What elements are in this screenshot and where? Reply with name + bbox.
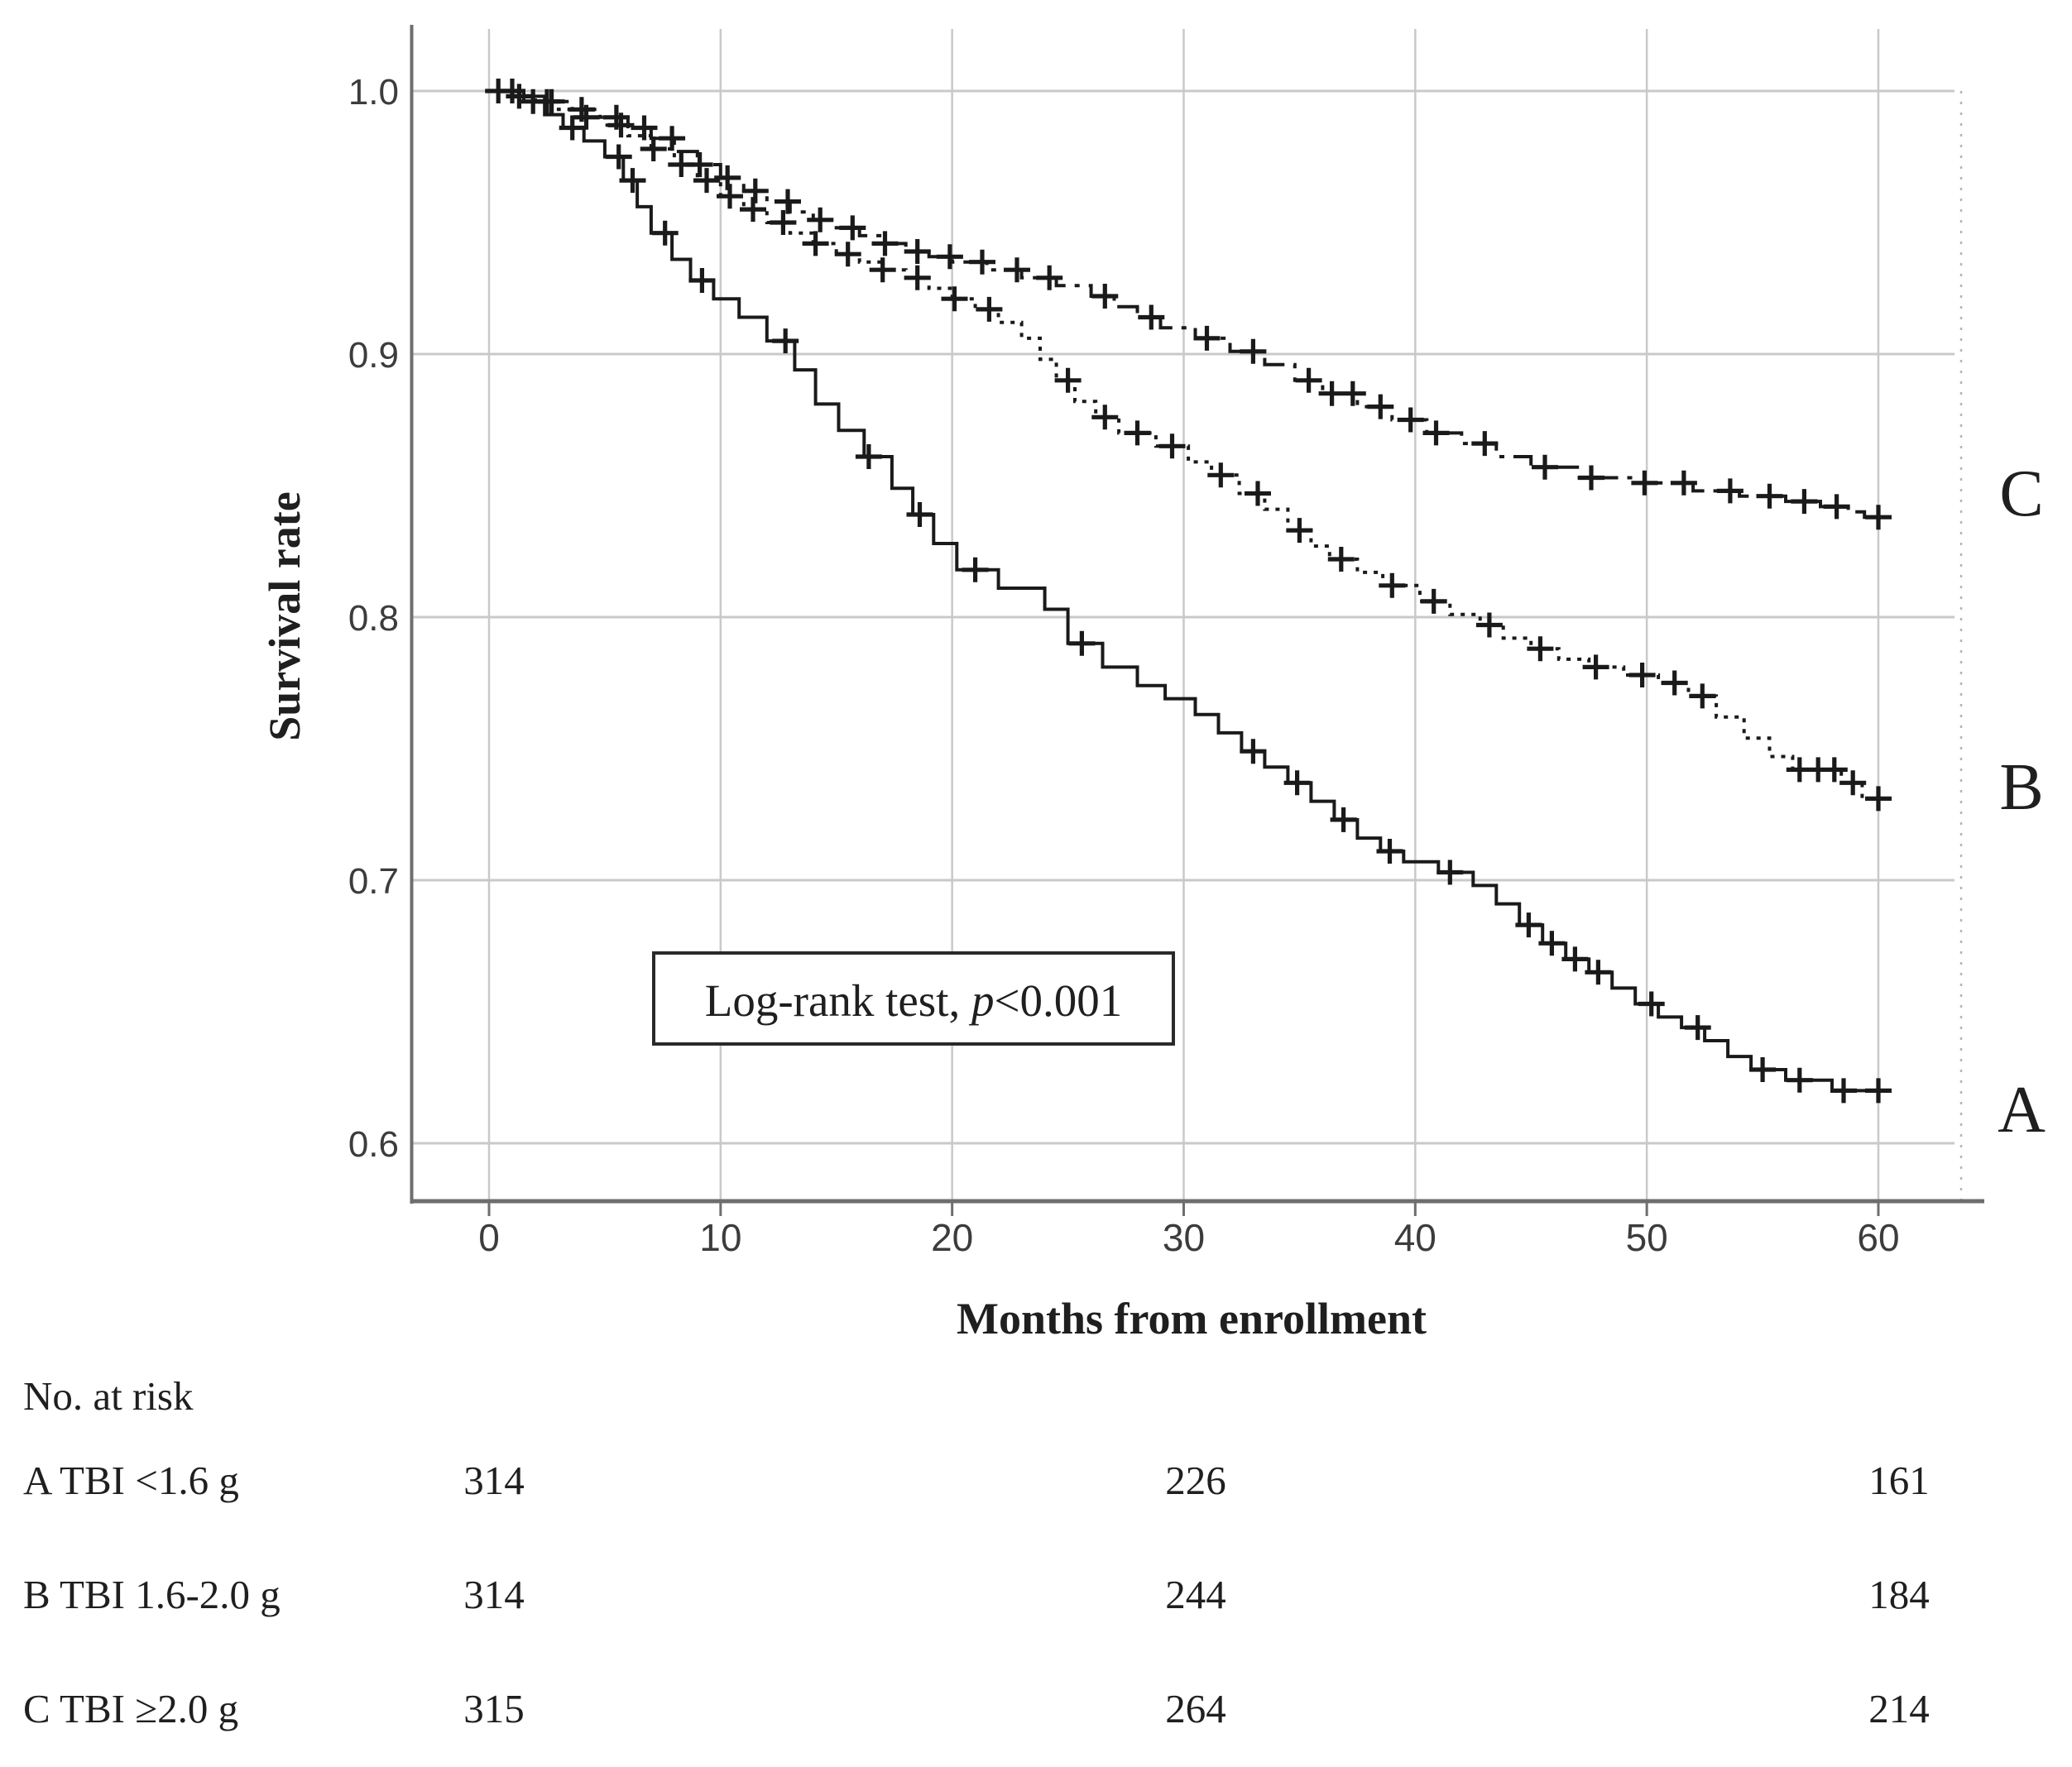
y-tick-label: 0.7 <box>348 861 399 902</box>
risk-table: No. at risk A TBI <1.6 g 314 226 161 B T… <box>23 1373 1930 1731</box>
survival-curve-c <box>489 89 1878 520</box>
risk-row-label: B TBI 1.6-2.0 g <box>23 1572 281 1617</box>
risk-row-label: C TBI ≥2.0 g <box>23 1686 238 1731</box>
y-tick-label: 0.9 <box>348 335 399 376</box>
risk-row-label: A TBI <1.6 g <box>23 1458 239 1503</box>
risk-value: 314 <box>463 1572 525 1617</box>
risk-table-title: No. at risk <box>23 1373 194 1419</box>
x-tick-label: 0 <box>478 1216 500 1259</box>
x-tick-label: 10 <box>699 1216 741 1259</box>
risk-value: 161 <box>1868 1458 1930 1503</box>
y-tick-label: 0.8 <box>348 598 399 639</box>
survival-curve-a <box>489 89 1878 1093</box>
logrank-annotation: Log-rank test, p<0.001 <box>652 951 1175 1046</box>
censor-marks-a <box>485 79 1892 1104</box>
x-tick-label: 40 <box>1394 1216 1436 1259</box>
x-axis-title: Months from enrollment <box>957 1294 1427 1343</box>
logrank-annotation-box <box>652 951 1175 1046</box>
risk-value: 214 <box>1868 1686 1930 1731</box>
y-tick-label: 1.0 <box>348 72 399 113</box>
risk-table-row-b: B TBI 1.6-2.0 g 314 244 184 <box>23 1572 1930 1617</box>
y-tick-label: 0.6 <box>348 1124 399 1165</box>
grid-layer <box>413 29 1963 1201</box>
tick-label-layer: 0 10 20 30 40 50 60 1.0 0.9 0.8 0.7 0.6 <box>348 72 1900 1259</box>
censor-marks-b <box>506 84 1892 812</box>
x-tick-label: 60 <box>1857 1216 1899 1259</box>
risk-value: 244 <box>1165 1572 1226 1617</box>
risk-value: 264 <box>1165 1686 1226 1731</box>
risk-value: 314 <box>463 1458 525 1503</box>
risk-value: 315 <box>463 1686 525 1731</box>
axis-layer <box>410 25 1984 1216</box>
curve-label-a: A <box>1998 1074 2046 1147</box>
risk-value: 184 <box>1868 1572 1930 1617</box>
x-tick-label: 50 <box>1626 1216 1668 1259</box>
risk-table-row-c: C TBI ≥2.0 g 315 264 214 <box>23 1686 1930 1731</box>
curve-label-c: C <box>1999 457 2043 530</box>
logrank-annotation-text: Log-rank test, p<0.001 <box>705 975 1123 1026</box>
censor-marks-c <box>499 79 1892 530</box>
curve-layer <box>485 79 1892 1104</box>
x-tick-label: 30 <box>1163 1216 1205 1259</box>
x-tick-label: 20 <box>931 1216 973 1259</box>
risk-table-row-a: A TBI <1.6 g 314 226 161 <box>23 1458 1930 1503</box>
risk-value: 226 <box>1165 1458 1226 1503</box>
curve-label-b: B <box>1999 751 2043 824</box>
y-axis-title: Survival rate <box>260 491 309 740</box>
